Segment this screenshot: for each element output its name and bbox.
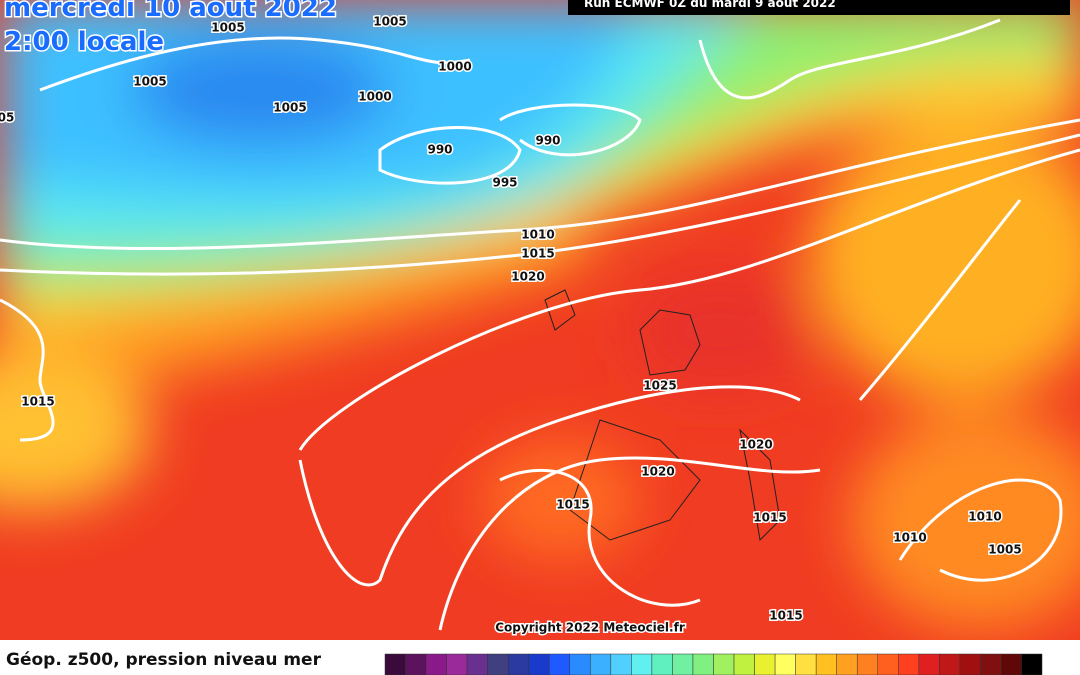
- color-swatch: [610, 653, 632, 675]
- color-swatch: [713, 653, 735, 675]
- color-swatch: [774, 653, 796, 675]
- copyright: Copyright 2022 Meteociel.fr: [495, 621, 685, 635]
- isobar-label: 1015: [521, 247, 554, 261]
- map-time: 2:00 locale: [4, 27, 164, 57]
- color-swatch: [1000, 653, 1022, 675]
- isobar-label: 1010: [521, 228, 554, 242]
- isobar-label: 1000: [358, 90, 391, 104]
- isobar-label: 1005: [373, 15, 406, 29]
- colorbar: [384, 653, 1043, 675]
- map-date: mercredi 10 aout 2022: [4, 0, 337, 23]
- isobar-label: 1010: [893, 531, 926, 545]
- isobar-label: 1015: [21, 395, 54, 409]
- isobar-label: 1005: [273, 101, 306, 115]
- isobar-label: 1005: [211, 21, 244, 35]
- color-swatch: [877, 653, 899, 675]
- run-banner: [568, 0, 1070, 15]
- color-swatch: [487, 653, 509, 675]
- isobar-label: 1025: [643, 379, 676, 393]
- color-swatch: [569, 653, 591, 675]
- color-swatch: [815, 653, 837, 675]
- isobars: [0, 18, 1080, 631]
- legend-caption: Géop. z500, pression niveau mer: [6, 650, 322, 670]
- color-swatch: [672, 653, 694, 675]
- color-swatch: [549, 653, 571, 675]
- color-swatch: [836, 653, 858, 675]
- color-swatch: [733, 653, 755, 675]
- isobar-label: 990: [427, 143, 452, 157]
- color-swatch: [754, 653, 776, 675]
- color-swatch: [446, 653, 468, 675]
- color-swatch: [939, 653, 961, 675]
- color-swatch: [795, 653, 817, 675]
- color-swatch: [384, 653, 406, 675]
- isobar-label: 1015: [769, 609, 802, 623]
- color-swatch: [898, 653, 920, 675]
- color-swatch: [631, 653, 653, 675]
- color-swatch: [980, 653, 1002, 675]
- isobar-label: 1005: [988, 543, 1021, 557]
- run-info: Run ECMWF 0Z du mardi 9 aout 2022: [584, 0, 836, 10]
- color-swatch: [590, 653, 612, 675]
- color-swatch: [651, 653, 673, 675]
- isobar-label: 05: [0, 111, 14, 125]
- isobar-label: 1015: [556, 498, 589, 512]
- color-swatch: [1021, 653, 1043, 675]
- isobar-label: 995: [492, 176, 517, 190]
- color-swatch: [959, 653, 981, 675]
- isobar-label: 1020: [739, 438, 772, 452]
- color-swatch: [918, 653, 940, 675]
- isobar-label: 1015: [753, 511, 786, 525]
- isobar-label: 1005: [133, 75, 166, 89]
- isobar-label: 1010: [968, 510, 1001, 524]
- color-swatch: [692, 653, 714, 675]
- isobar-label: 1020: [511, 270, 544, 284]
- color-swatch: [405, 653, 427, 675]
- color-swatch: [466, 653, 488, 675]
- color-swatch: [856, 653, 878, 675]
- color-swatch: [507, 653, 529, 675]
- color-swatch: [528, 653, 550, 675]
- color-swatch: [425, 653, 447, 675]
- isobar-label: 1000: [438, 60, 471, 74]
- isobar-label: 990: [535, 134, 560, 148]
- isobar-labels: 1005 1005 1005 1005 05 1000 1000 990 990 995 1010 1…: [0, 13, 1023, 624]
- isobar-label: 1020: [641, 465, 674, 479]
